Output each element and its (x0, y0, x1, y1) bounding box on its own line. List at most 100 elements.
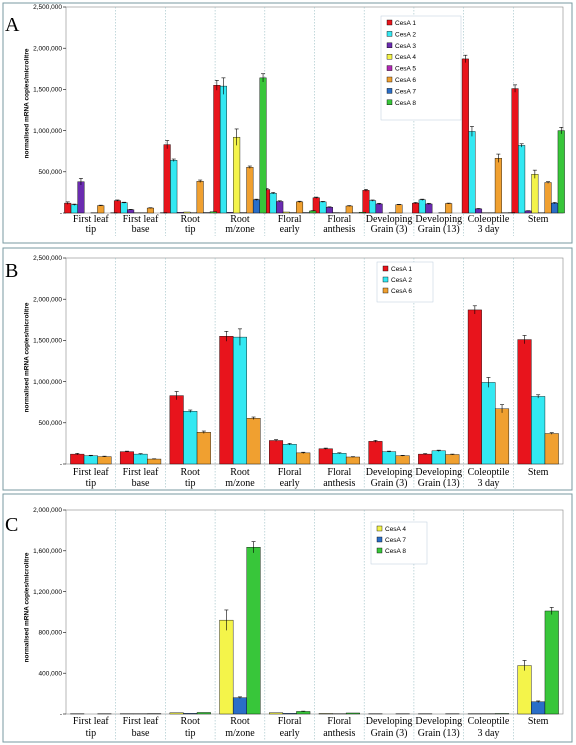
bar (246, 547, 261, 715)
y-tick-label: 1,600,000 (33, 548, 62, 555)
legend-swatch (382, 276, 389, 283)
bar (296, 711, 311, 715)
legend-label: CesA 4 (385, 526, 406, 533)
x-tick-label: Stem (528, 214, 549, 225)
x-tick-label: Grain (13) (418, 478, 460, 489)
x-tick-label: early (280, 728, 300, 739)
y-tick-label: 2,000,000 (33, 296, 62, 303)
x-tick-label: Floral (278, 214, 302, 225)
legend-box (380, 15, 462, 121)
legend-swatch (376, 547, 383, 554)
legend-swatch (386, 19, 393, 26)
bar (183, 713, 198, 715)
legend-swatch (386, 42, 393, 48)
y-tick-label: 800,000 (39, 630, 63, 637)
x-tick-label: Floral (278, 467, 302, 478)
x-tick-label: base (132, 728, 150, 739)
x-tick-label: 3 day (477, 728, 499, 739)
y-tick-label: - (60, 461, 62, 468)
legend-label: CesA 2 (395, 31, 416, 38)
x-tick-label: Root (181, 467, 201, 478)
bar (219, 619, 234, 715)
panel-label: A (5, 14, 20, 36)
x-tick-label: base (132, 478, 150, 489)
x-tick-label: tip (86, 224, 97, 235)
x-tick-label: early (280, 478, 300, 489)
bar (269, 712, 284, 715)
x-tick-label: Grain (3) (371, 478, 408, 489)
x-tick-label: tip (86, 478, 97, 489)
bar (544, 610, 559, 715)
x-tick-label: Developing (366, 467, 413, 478)
y-tick-label: 500,000 (39, 169, 63, 176)
x-tick-label: tip (185, 478, 196, 489)
y-tick-label: 400,000 (39, 670, 63, 677)
bar (318, 713, 333, 715)
y-tick-label: - (60, 210, 62, 217)
x-tick-label: Grain (13) (418, 728, 460, 739)
x-tick-label: Grain (13) (418, 224, 460, 235)
bar (232, 697, 247, 715)
x-tick-label: Developing (366, 716, 413, 727)
x-tick-label: Root (230, 716, 250, 727)
legend-swatch (382, 265, 389, 272)
legend-swatch (376, 525, 383, 532)
x-tick-label: Grain (3) (371, 224, 408, 235)
legend-swatch (386, 88, 393, 94)
y-tick-label: 1,500,000 (33, 338, 62, 345)
x-tick-label: Developing (415, 214, 462, 225)
x-tick-label: First leaf (73, 716, 109, 727)
bar (209, 211, 217, 214)
panel-a: A normalised mRNA copies/microlitre -500… (0, 0, 576, 245)
legend-label: CesA 7 (395, 88, 416, 95)
chart-a: - 500,000 1,000,000 1,500,000 2,000,000 2,500… (2, 2, 573, 244)
x-tick-label: Root (181, 716, 201, 727)
x-tick-label: tip (185, 728, 196, 739)
x-tick-label: First leaf (123, 467, 159, 478)
x-tick-label: early (280, 224, 300, 235)
legend-label: CesA 5 (395, 66, 416, 73)
x-tick-label: Coleoptile (468, 716, 510, 727)
x-tick-label: m/zone (225, 478, 255, 489)
x-tick-label: Root (230, 214, 250, 225)
x-tick-label: Coleoptile (468, 214, 510, 225)
x-tick-label: Floral (327, 467, 351, 478)
y-tick-label: - (60, 711, 62, 718)
x-tick-label: Floral (278, 716, 302, 727)
x-tick-label: Floral (327, 214, 351, 225)
panel-frame (2, 2, 573, 244)
legend-label: CesA 1 (395, 20, 416, 27)
panel-frame (2, 493, 573, 743)
x-tick-label: Stem (528, 716, 549, 727)
x-tick-label: Grain (3) (371, 728, 408, 739)
bar (282, 713, 297, 715)
legend-swatch (386, 99, 393, 106)
legend-swatch (386, 76, 393, 83)
x-tick-label: Root (181, 214, 201, 225)
x-tick-label: First leaf (123, 716, 159, 727)
legend-swatch (382, 287, 389, 294)
legend-label: CesA 3 (395, 43, 416, 50)
x-tick-label: tip (185, 224, 196, 235)
panel-b: B normalised mRNA copies/microlitre -500… (2, 247, 573, 491)
bar (345, 712, 360, 715)
panel-label: C (5, 514, 19, 536)
x-tick-label: anthesis (323, 728, 355, 739)
x-tick-label: Stem (528, 467, 549, 478)
y-tick-label: 2,000,000 (33, 507, 62, 514)
bar (196, 712, 211, 715)
legend-swatch (386, 31, 393, 37)
panel-frame (2, 247, 573, 491)
bar (531, 701, 546, 715)
legend-label: CesA 1 (391, 266, 412, 273)
y-tick-label: 1,000,000 (33, 128, 62, 135)
panel-label: B (5, 260, 19, 282)
bar (495, 713, 510, 715)
x-tick-label: m/zone (225, 224, 255, 235)
x-tick-label: anthesis (323, 224, 355, 235)
x-tick-label: Developing (415, 467, 462, 478)
x-tick-label: m/zone (225, 728, 255, 739)
legend-label: CesA 7 (385, 537, 406, 544)
legend-label: CesA 6 (395, 77, 416, 84)
